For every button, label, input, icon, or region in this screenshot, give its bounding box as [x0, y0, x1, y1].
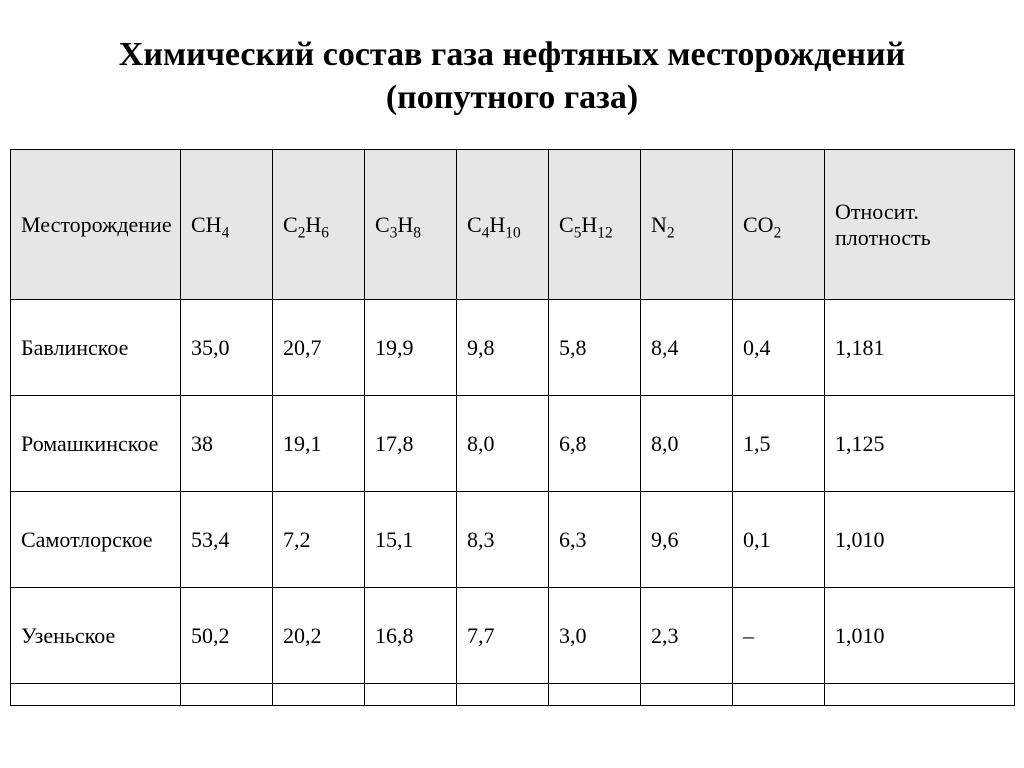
col-header-c3h8: C3H8 [365, 150, 457, 300]
col-header-c2h6: C2H6 [273, 150, 365, 300]
cell-density: 1,010 [825, 492, 1015, 588]
cell-name: Самотлорское [11, 492, 181, 588]
table-row: Ромашкинское 38 19,1 17,8 8,0 6,8 8,0 1,… [11, 396, 1015, 492]
cell-density: 1,125 [825, 396, 1015, 492]
cell-ch4: 50,2 [181, 588, 273, 684]
composition-table: Месторождение CH4 C2H6 C3H8 C4H10 C5H12 … [10, 149, 1015, 706]
cell-ch4: 38 [181, 396, 273, 492]
cell-c4h10: 9,8 [457, 300, 549, 396]
cell-density: 1,181 [825, 300, 1015, 396]
cell-c2h6: 7,2 [273, 492, 365, 588]
cell-co2: 0,4 [733, 300, 825, 396]
cell-c3h8: 17,8 [365, 396, 457, 492]
col-header-name: Месторождение [11, 150, 181, 300]
cell-c5h12: 5,8 [549, 300, 641, 396]
cell-c5h12: 6,8 [549, 396, 641, 492]
cell-c2h6: 20,7 [273, 300, 365, 396]
col-header-c4h10: C4H10 [457, 150, 549, 300]
cell-co2: 1,5 [733, 396, 825, 492]
col-header-n2: N2 [641, 150, 733, 300]
cell-n2: 9,6 [641, 492, 733, 588]
page: Химический состав газа нефтяных месторож… [0, 0, 1024, 768]
cell-n2: 8,4 [641, 300, 733, 396]
cell-n2: 8,0 [641, 396, 733, 492]
cell-c3h8: 16,8 [365, 588, 457, 684]
cell-co2: 0,1 [733, 492, 825, 588]
cell-name: Узеньское [11, 588, 181, 684]
cell-c4h10: 7,7 [457, 588, 549, 684]
cell-co2: – [733, 588, 825, 684]
page-title: Химический состав газа нефтяных месторож… [40, 34, 984, 119]
table-row: Самотлорское 53,4 7,2 15,1 8,3 6,3 9,6 0… [11, 492, 1015, 588]
cell-name: Ромашкинское [11, 396, 181, 492]
cell-c5h12: 6,3 [549, 492, 641, 588]
table-row-empty [11, 684, 1015, 706]
cell-c3h8: 15,1 [365, 492, 457, 588]
table-row: Узеньское 50,2 20,2 16,8 7,7 3,0 2,3 – 1… [11, 588, 1015, 684]
table-header-row: Месторождение CH4 C2H6 C3H8 C4H10 C5H12 … [11, 150, 1015, 300]
col-header-density: Относит. плотность [825, 150, 1015, 300]
cell-c4h10: 8,0 [457, 396, 549, 492]
cell-c5h12: 3,0 [549, 588, 641, 684]
cell-density: 1,010 [825, 588, 1015, 684]
cell-name: Бавлинское [11, 300, 181, 396]
col-header-ch4: CH4 [181, 150, 273, 300]
cell-ch4: 53,4 [181, 492, 273, 588]
cell-ch4: 35,0 [181, 300, 273, 396]
cell-n2: 2,3 [641, 588, 733, 684]
table-row: Бавлинское 35,0 20,7 19,9 9,8 5,8 8,4 0,… [11, 300, 1015, 396]
cell-c2h6: 19,1 [273, 396, 365, 492]
col-header-co2: CO2 [733, 150, 825, 300]
cell-c3h8: 19,9 [365, 300, 457, 396]
cell-c4h10: 8,3 [457, 492, 549, 588]
cell-c2h6: 20,2 [273, 588, 365, 684]
col-header-c5h12: C5H12 [549, 150, 641, 300]
